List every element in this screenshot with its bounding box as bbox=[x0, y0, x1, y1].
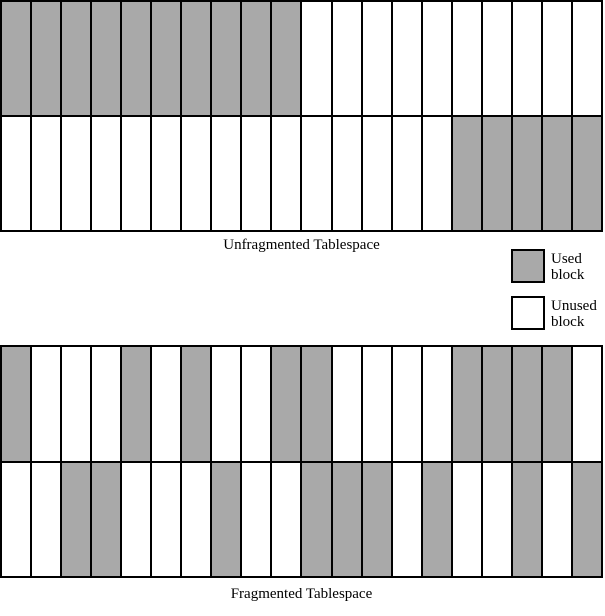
used-block bbox=[272, 2, 301, 115]
used-block bbox=[2, 347, 31, 461]
unused-block bbox=[392, 347, 421, 461]
unused-block bbox=[2, 462, 31, 576]
unused-block bbox=[512, 2, 541, 115]
unused-block bbox=[332, 117, 361, 230]
used-block bbox=[32, 2, 61, 115]
unused-block bbox=[182, 462, 211, 576]
unused-block bbox=[62, 347, 91, 461]
unused-block bbox=[392, 117, 421, 230]
unused-block bbox=[302, 117, 331, 230]
unused-block bbox=[32, 462, 61, 576]
fragmented-tablespace-diagram bbox=[0, 345, 603, 578]
used-block bbox=[62, 2, 91, 115]
unused-block bbox=[452, 2, 481, 115]
used-block bbox=[332, 462, 361, 576]
unused-block bbox=[152, 347, 181, 461]
used-block bbox=[362, 462, 391, 576]
used-block-label: Used block bbox=[551, 251, 585, 283]
unused-block-label: Unused block bbox=[551, 298, 597, 330]
unused-block bbox=[542, 462, 571, 576]
unused-block bbox=[542, 2, 571, 115]
unused-block bbox=[332, 2, 361, 115]
unused-block bbox=[92, 347, 121, 461]
fragmented-tablespace-caption: Fragmented Tablespace bbox=[230, 586, 373, 602]
used-block bbox=[452, 347, 481, 461]
unused-block bbox=[32, 117, 61, 230]
unused-block bbox=[452, 462, 481, 576]
unused-block bbox=[62, 117, 91, 230]
unused-block bbox=[362, 2, 391, 115]
unused-block bbox=[242, 117, 271, 230]
used-block bbox=[512, 347, 541, 461]
used-block bbox=[62, 462, 91, 576]
unused-block bbox=[482, 2, 511, 115]
used-block bbox=[302, 347, 331, 461]
unused-block bbox=[392, 462, 421, 576]
unused-block bbox=[122, 462, 151, 576]
unused-block bbox=[272, 462, 301, 576]
used-block bbox=[212, 2, 241, 115]
used-block bbox=[422, 462, 451, 576]
unused-block bbox=[212, 117, 241, 230]
unused-block bbox=[242, 347, 271, 461]
used-block bbox=[302, 462, 331, 576]
used-block bbox=[122, 347, 151, 461]
unused-block bbox=[92, 117, 121, 230]
used-block bbox=[512, 462, 541, 576]
used-block bbox=[542, 347, 571, 461]
unused-block bbox=[362, 347, 391, 461]
unfragmented-tablespace-diagram bbox=[0, 0, 603, 232]
used-block bbox=[512, 117, 541, 230]
unused-block bbox=[32, 347, 61, 461]
unused-block bbox=[362, 117, 391, 230]
unused-block bbox=[392, 2, 421, 115]
unused-block bbox=[152, 117, 181, 230]
used-block bbox=[212, 462, 241, 576]
unused-block bbox=[212, 347, 241, 461]
used-block bbox=[482, 347, 511, 461]
used-block bbox=[122, 2, 151, 115]
used-block-swatch bbox=[511, 249, 545, 283]
unused-block bbox=[182, 117, 211, 230]
used-block bbox=[182, 2, 211, 115]
used-block bbox=[182, 347, 211, 461]
unused-block bbox=[302, 2, 331, 115]
unused-block bbox=[152, 462, 181, 576]
used-block bbox=[572, 117, 601, 230]
used-block bbox=[242, 2, 271, 115]
used-block bbox=[452, 117, 481, 230]
unused-block bbox=[482, 462, 511, 576]
used-block bbox=[572, 462, 601, 576]
unused-block bbox=[2, 117, 31, 230]
unused-block bbox=[572, 347, 601, 461]
unused-block bbox=[122, 117, 151, 230]
unused-block bbox=[332, 347, 361, 461]
unused-block bbox=[422, 2, 451, 115]
unused-block bbox=[572, 2, 601, 115]
unused-block bbox=[422, 117, 451, 230]
used-block bbox=[482, 117, 511, 230]
used-block bbox=[2, 2, 31, 115]
unused-block bbox=[242, 462, 271, 576]
used-block bbox=[92, 462, 121, 576]
used-block bbox=[92, 2, 121, 115]
unused-block-swatch bbox=[511, 296, 545, 330]
used-block bbox=[152, 2, 181, 115]
used-block bbox=[542, 117, 571, 230]
used-block bbox=[272, 347, 301, 461]
unused-block bbox=[272, 117, 301, 230]
unused-block bbox=[422, 347, 451, 461]
unfragmented-tablespace-caption: Unfragmented Tablespace bbox=[223, 237, 380, 253]
